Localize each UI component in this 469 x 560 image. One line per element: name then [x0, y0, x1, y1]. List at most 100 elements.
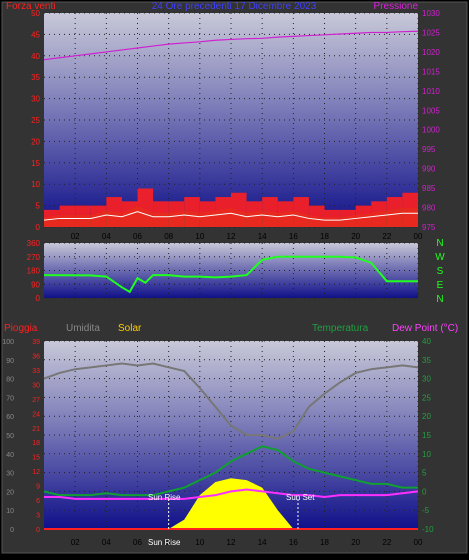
wind-bar — [402, 192, 418, 227]
rain-tick-label: 27 — [32, 397, 40, 404]
temperature-tick-label: 5 — [422, 469, 427, 478]
time-tick-label: 12 — [227, 232, 236, 241]
time-tick-label: 06 — [133, 232, 142, 241]
time-tick-label: 18 — [320, 232, 329, 241]
compass-label: N — [436, 294, 443, 305]
wind-bar — [324, 209, 341, 227]
compass-label: W — [435, 252, 445, 263]
direction-tick-label: 90 — [31, 280, 40, 289]
wind-avg-line — [43, 211, 418, 221]
rain-tick-label: 21 — [32, 426, 40, 433]
temperature-tick-label: 40 — [422, 337, 431, 346]
time-tick-label: 08 — [164, 232, 173, 241]
wind-tick-label: 20 — [31, 137, 40, 146]
pressure-tick-label: 990 — [422, 165, 436, 174]
temperature-tick-label: 25 — [422, 393, 431, 402]
temperature-tick-label: -10 — [422, 525, 434, 534]
sunset-label: Sun Set — [286, 493, 315, 502]
header-center-label: 24 Ore precedenti 17 Dicembre 2023 — [152, 1, 317, 12]
rain-tick-label: 24 — [32, 411, 40, 418]
humidity-tick-label: 20 — [6, 489, 14, 496]
wind-bar — [184, 197, 200, 227]
pressure-tick-label: 1010 — [422, 87, 440, 96]
time-tick-label: 10 — [195, 538, 204, 547]
compass-label: S — [437, 266, 444, 277]
solar-area — [44, 478, 418, 529]
wind-bar — [246, 201, 263, 227]
rain-tick-label: 9 — [36, 484, 40, 491]
time-tick-label: 00 — [414, 232, 423, 241]
time-tick-label: 20 — [351, 538, 360, 547]
pressure-tick-label: 1015 — [422, 67, 440, 76]
wind-bar — [231, 192, 247, 227]
wind-bar — [308, 205, 325, 227]
time-tick-label: 16 — [289, 232, 298, 241]
wind-tick-label: 5 — [36, 202, 41, 211]
panel-wind-grid — [44, 12, 419, 228]
rain-tick-label: 18 — [32, 440, 40, 447]
temperature-tick-label: 0 — [422, 487, 427, 496]
wind-tick-label: 30 — [31, 95, 40, 104]
wind-tick-label: 45 — [31, 30, 40, 39]
wind-bar — [137, 188, 154, 227]
wind-bar — [262, 197, 278, 227]
humidity-tick-label: 40 — [6, 452, 14, 459]
pressure-tick-label: 975 — [422, 223, 436, 232]
legend-solar: Solar — [118, 323, 142, 334]
panel-direction — [44, 243, 418, 298]
rain-tick-label: 30 — [32, 382, 40, 389]
temperature-line — [43, 445, 418, 497]
legend-humidity: Umidita — [66, 323, 100, 334]
dewpoint-line — [44, 488, 419, 500]
sunrise-label: Sun Rise — [148, 493, 181, 502]
time-tick-label: 06 — [133, 538, 142, 547]
sunrise-time-label: Sun Rise — [148, 538, 181, 547]
humidity-tick-label: 100 — [2, 339, 14, 346]
compass-label: E — [437, 280, 444, 291]
humidity-tick-label: 0 — [10, 527, 14, 534]
direction-series — [43, 255, 418, 294]
rain-tick-label: 33 — [32, 368, 40, 375]
wind-bar — [153, 201, 169, 227]
time-tick-label: 14 — [258, 538, 267, 547]
temperature-tick-label: 30 — [422, 375, 431, 384]
header-right-label: Pressione — [374, 1, 419, 12]
wind-bar — [355, 205, 372, 227]
wind-bar — [106, 197, 122, 227]
rain-tick-label: 0 — [36, 527, 40, 534]
direction-line — [43, 255, 418, 294]
time-tick-label: 22 — [382, 232, 391, 241]
time-tick-label: 14 — [258, 232, 267, 241]
pressure-tick-label: 985 — [422, 184, 436, 193]
rain-tick-label: 39 — [32, 339, 40, 346]
pressure-line — [43, 30, 419, 61]
time-tick-label: 12 — [227, 538, 236, 547]
wind-bar — [44, 209, 60, 227]
panel-direction-grid — [44, 242, 419, 299]
wind-bar — [293, 197, 309, 227]
wind-tick-label: 25 — [31, 116, 40, 125]
direction-tick-label: 270 — [27, 253, 41, 262]
wind-bar — [199, 201, 216, 227]
humidity-tick-label: 10 — [6, 508, 14, 515]
wind-tick-label: 50 — [31, 9, 40, 18]
pressure-tick-label: 1020 — [422, 48, 440, 57]
wind-tick-label: 35 — [31, 73, 40, 82]
wind-tick-label: 15 — [31, 159, 40, 168]
time-tick-label: 02 — [71, 538, 80, 547]
wind-axis-ticks: 0 5 10 15 20 25 30 35 40 45 50 — [31, 9, 40, 232]
temperature-axis-ticks: -10 -5 0 5 10 15 20 25 30 35 40 — [422, 337, 434, 534]
wind-bar — [386, 197, 403, 227]
humidity-line — [43, 362, 419, 440]
temperature-tick-label: 20 — [422, 412, 431, 421]
time-tick-label: 00 — [414, 538, 423, 547]
humidity-tick-label: 60 — [6, 414, 14, 421]
time-tick-label: 04 — [102, 232, 111, 241]
humidity-tick-label: 50 — [6, 433, 14, 440]
pressure-tick-label: 1025 — [422, 28, 440, 37]
wind-bar — [75, 205, 91, 227]
temperature-tick-label: 15 — [422, 431, 431, 440]
rain-tick-label: 6 — [36, 498, 40, 505]
